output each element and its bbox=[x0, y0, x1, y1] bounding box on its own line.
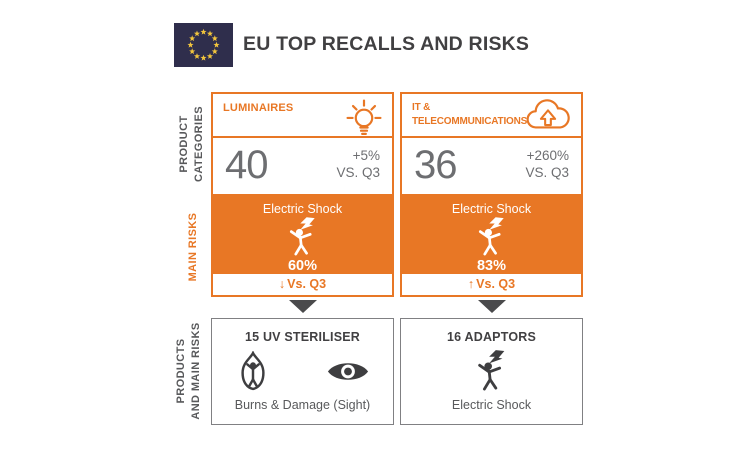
risk-name: Electric Shock bbox=[262, 202, 343, 216]
product-risk-icons bbox=[473, 350, 511, 392]
risk-name: Electric Shock bbox=[451, 202, 532, 216]
risk-trend-strip: ↓ Vs. Q3 bbox=[213, 272, 392, 295]
product-name: 15 UV STERILISER bbox=[244, 330, 361, 344]
down-triangle-connector bbox=[288, 300, 317, 313]
risk-trend-strip: ↑ Vs. Q3 bbox=[402, 272, 581, 295]
quarter-change: +5% VS. Q3 bbox=[336, 148, 380, 182]
category-stats: 36 +260% VS. Q3 bbox=[402, 138, 581, 192]
recall-count: 36 bbox=[414, 143, 457, 187]
change-percent: +5% bbox=[352, 148, 380, 164]
cloud-upload-icon bbox=[526, 99, 570, 129]
category-card: IT & TELECOMMUNICATIONS 36 +260% VS. Q3 bbox=[400, 92, 583, 196]
risk-percent: 83% bbox=[476, 258, 507, 274]
electric-shock-icon bbox=[477, 350, 504, 391]
vs-quarter-label: VS. Q3 bbox=[336, 165, 380, 180]
quarter-change: +260% VS. Q3 bbox=[525, 148, 569, 182]
category-name: LUMINAIRES bbox=[223, 102, 294, 114]
vs-quarter-label: VS. Q3 bbox=[525, 165, 569, 180]
main-risk-card: Electric Shock 83% ↑ Vs. Q3 bbox=[400, 196, 583, 297]
light-bulb-icon bbox=[346, 99, 382, 135]
category-header: IT & TELECOMMUNICATIONS bbox=[402, 94, 581, 138]
category-name: IT & TELECOMMUNICATIONS bbox=[412, 102, 528, 127]
electric-shock-icon bbox=[289, 217, 315, 256]
trend-label: Vs. Q3 bbox=[476, 277, 516, 291]
page-title: EU TOP RECALLS AND RISKS bbox=[243, 33, 530, 55]
recall-count: 40 bbox=[225, 143, 268, 187]
column-luminaires: LUMINAIRES 40 +5% VS. Q3 bbox=[211, 92, 394, 433]
category-stats: 40 +5% VS. Q3 bbox=[213, 138, 392, 192]
eu-flag-icon bbox=[174, 23, 233, 67]
product-risk-icons bbox=[236, 351, 370, 391]
burns-icon bbox=[240, 351, 265, 391]
electric-shock-icon bbox=[478, 217, 504, 256]
category-card: LUMINAIRES 40 +5% VS. Q3 bbox=[211, 92, 394, 196]
row-label-products-and-main-risks: PRODUCTS AND MAIN RISKS bbox=[175, 322, 202, 420]
category-header: LUMINAIRES bbox=[213, 94, 392, 138]
down-triangle-connector bbox=[477, 300, 506, 313]
main-risk-card: Electric Shock 60% ↓ Vs. Q3 bbox=[211, 196, 394, 297]
down-arrow-icon: ↓ bbox=[278, 277, 286, 291]
change-percent: +260% bbox=[526, 148, 569, 164]
product-name: 16 ADAPTORS bbox=[446, 330, 537, 344]
product-risk-label: Burns & Damage (Sight) bbox=[234, 398, 371, 412]
row-label-product-categories: PRODUCT CATEGORIES bbox=[178, 106, 205, 182]
risk-percent: 60% bbox=[287, 258, 318, 274]
row-label-main-risks: MAIN RISKS bbox=[187, 212, 199, 282]
eye-icon bbox=[327, 362, 368, 380]
product-card: 15 UV STERILISER bbox=[211, 318, 394, 425]
product-risk-label: Electric Shock bbox=[451, 398, 532, 412]
trend-label: Vs. Q3 bbox=[287, 277, 327, 291]
up-arrow-icon: ↑ bbox=[467, 277, 475, 291]
product-card: 16 ADAPTORS Electric Shock bbox=[400, 318, 583, 425]
column-it-telecommunications: IT & TELECOMMUNICATIONS 36 +260% VS. Q3 … bbox=[400, 92, 583, 433]
